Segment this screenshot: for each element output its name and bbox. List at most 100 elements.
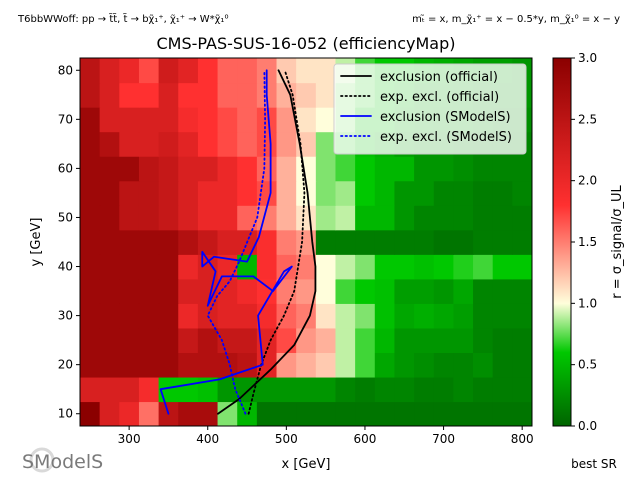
heatmap-cell — [99, 180, 120, 206]
heatmap-cell — [276, 107, 297, 133]
heatmap-cell — [99, 58, 120, 59]
y-axis: 10 20 30 40 50 60 70 80 — [58, 63, 80, 421]
heatmap-cell — [119, 205, 140, 231]
heatmap-cell — [158, 180, 179, 206]
heatmap-cell — [296, 303, 317, 329]
heatmap-cell — [315, 82, 337, 108]
heatmap-cell — [473, 58, 494, 59]
heatmap-cell — [296, 107, 317, 133]
heatmap-cell — [532, 83, 552, 108]
heatmap-cell — [335, 229, 356, 255]
heatmap-cell — [296, 205, 317, 231]
heatmap-cell — [532, 156, 552, 181]
heatmap-cell — [492, 278, 513, 304]
heatmap-cell — [237, 82, 258, 108]
curve-exclusion-smodels — [159, 69, 293, 415]
heatmap-cell — [315, 180, 337, 206]
heatmap-cell — [532, 205, 552, 230]
heatmap-cell — [315, 131, 337, 157]
legend-label: exclusion (SModelS) — [380, 110, 511, 125]
heatmap-cell — [296, 401, 317, 426]
heatmap-cell — [197, 352, 219, 378]
heatmap-cell — [453, 156, 474, 182]
heatmap-cell — [276, 156, 297, 182]
heatmap-cell — [178, 376, 199, 403]
y-tick-label: 30 — [58, 309, 73, 323]
heatmap-cell — [532, 230, 552, 255]
x-tick-label: 400 — [196, 432, 219, 446]
heatmap-cell — [433, 229, 454, 255]
heatmap-cell — [532, 181, 552, 206]
heatmap-cell — [99, 82, 120, 108]
heatmap-cell — [374, 254, 396, 280]
heatmap-cell — [512, 254, 532, 280]
heatmap-cell — [99, 107, 120, 133]
heatmap-cell — [99, 303, 120, 329]
heatmap-cell — [453, 180, 474, 206]
curve-exp-excl-smodels — [206, 69, 267, 415]
logo-ring-icon — [29, 447, 55, 473]
heatmap-cell — [237, 205, 258, 231]
heatmap-cell — [119, 303, 140, 329]
heatmap-cell — [256, 401, 278, 426]
heatmap-cell — [119, 82, 140, 108]
heatmap-cell — [158, 156, 179, 182]
heatmap-cell — [374, 180, 396, 206]
heatmap-cell — [237, 401, 258, 426]
heatmap-cell — [80, 229, 101, 255]
heatmap-cell — [355, 278, 376, 304]
heatmap-cell — [237, 180, 258, 206]
heatmap-cell — [256, 229, 278, 255]
heatmap-cell — [119, 401, 140, 426]
heatmap-cell — [335, 327, 356, 353]
heatmap-cell — [473, 180, 494, 206]
heatmap-cell — [433, 180, 454, 206]
heatmap-cell — [492, 401, 513, 426]
heatmap-cell — [453, 58, 474, 59]
heatmap-cell — [158, 376, 179, 403]
heatmap-cell — [138, 82, 160, 108]
heatmap-cell — [178, 303, 199, 329]
colorbar-tick-label: 2.0 — [578, 174, 597, 188]
heatmap-cell — [158, 131, 179, 157]
heatmap-cell — [138, 156, 160, 182]
heatmap-cell — [512, 352, 532, 378]
heatmap-cell — [138, 229, 160, 255]
heatmap-cell — [296, 278, 317, 304]
heatmap-cell — [276, 180, 297, 206]
heatmap-cell — [276, 229, 297, 255]
heatmap-cell — [512, 205, 532, 231]
heatmap-cell — [512, 327, 532, 353]
heatmap-cell — [414, 205, 435, 231]
heatmap-cell — [492, 352, 513, 378]
heatmap-cell — [492, 376, 513, 403]
heatmap-cell — [394, 156, 415, 182]
heatmap-cell — [433, 303, 454, 329]
heatmap-cell — [532, 33, 552, 58]
heatmap-cell — [217, 327, 238, 353]
legend: exclusion (official) exp. excl. (official… — [333, 63, 527, 155]
heatmap-cell — [80, 278, 101, 304]
heatmap-cell — [315, 156, 337, 182]
heatmap-cell — [512, 58, 532, 59]
heatmap-cell — [394, 327, 415, 353]
heatmap-cell — [138, 180, 160, 206]
heatmap-cell — [178, 131, 199, 157]
heatmap-cell — [296, 254, 317, 280]
heatmap-cell — [217, 278, 238, 304]
heatmap-cell — [335, 180, 356, 206]
heatmap-cell — [99, 58, 120, 84]
heatmap-cell — [80, 156, 101, 182]
heatmap-cell — [276, 278, 297, 304]
heatmap-cell — [394, 352, 415, 378]
heatmap-cell — [453, 327, 474, 353]
heatmap-cell — [374, 156, 396, 182]
heatmap-cell — [158, 205, 179, 231]
heatmap-cell — [433, 401, 454, 426]
heatmap-cell — [99, 131, 120, 157]
heatmap-cell — [315, 205, 337, 231]
heatmap-cell — [355, 303, 376, 329]
heatmap-cell — [532, 401, 552, 426]
heatmap-cell — [217, 303, 238, 329]
heatmap-cell — [335, 205, 356, 231]
